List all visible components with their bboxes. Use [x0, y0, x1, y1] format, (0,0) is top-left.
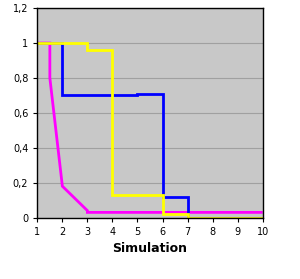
X-axis label: Simulation: Simulation [112, 242, 188, 255]
